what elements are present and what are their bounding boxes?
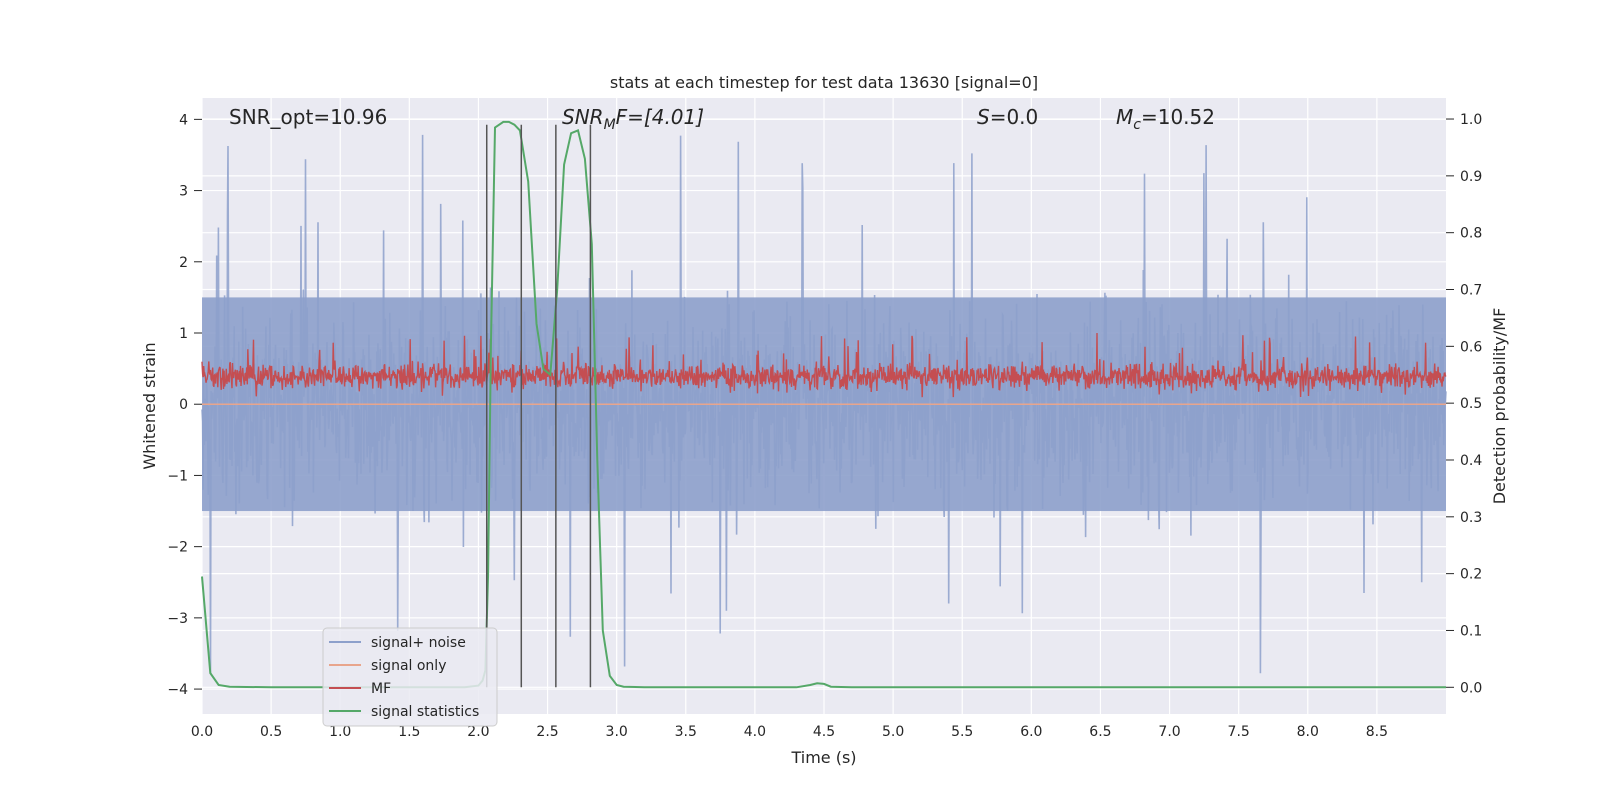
legend-label: signal statistics (371, 704, 479, 720)
y-tick-label: −2 (167, 540, 188, 556)
s-tail: =0.0 (990, 105, 1039, 129)
right-y-axis-label: Detection probability/MF (1490, 308, 1509, 505)
y-tick-label: 0 (179, 397, 188, 413)
right-y-axis-ticks: 0.0 0.1 0.2 0.3 0.4 0.5 0.6 0.7 0.8 0.9 1.0 (1446, 112, 1482, 696)
x-axis-label: Time (s) (790, 748, 856, 767)
annotation-snr-opt: SNR_opt=10.96 (229, 105, 387, 129)
x-tick-label: 7.0 (1158, 724, 1180, 740)
x-tick-label: 8.0 (1297, 724, 1319, 740)
right-y-tick-label: 0.8 (1460, 226, 1482, 242)
y-axis-ticks: −4 −3 −2 −1 0 1 2 3 4 (167, 112, 202, 698)
s-main: S (977, 105, 990, 129)
legend-label: signal only (371, 658, 446, 674)
right-y-tick-label: 0.6 (1460, 339, 1482, 355)
x-tick-label: 6.5 (1089, 724, 1111, 740)
x-tick-label: 4.5 (813, 724, 835, 740)
x-tick-label: 6.0 (1020, 724, 1042, 740)
right-y-tick-label: 0.2 (1460, 567, 1482, 583)
x-tick-label: 3.0 (606, 724, 628, 740)
x-tick-label: 2.5 (536, 724, 558, 740)
x-axis-ticks: 0.0 0.5 1.0 1.5 2.0 2.5 3.0 3.5 4.0 4.5 5.0 5.5 6.0 6… (191, 724, 1388, 740)
x-tick-label: 1.5 (398, 724, 420, 740)
y-tick-label: −4 (167, 682, 188, 698)
x-tick-label: 5.0 (882, 724, 904, 740)
snr-mf-sub: M (604, 117, 616, 133)
legend-box (322, 627, 498, 727)
legend: signal+ noise signal only MF signal statist… (322, 627, 498, 727)
right-y-tick-label: 0.7 (1460, 283, 1482, 299)
annotation-mc: Mc=10.52 (1116, 105, 1215, 133)
snr-mf-tail: F=[4.01] (616, 105, 704, 129)
mc-sub: c (1133, 117, 1141, 133)
x-tick-label: 4.0 (744, 724, 766, 740)
annotation-snr-mf: SNRMF=[4.01] (562, 105, 704, 133)
x-tick-label: 2.0 (467, 724, 489, 740)
legend-label: MF (371, 681, 391, 697)
y-tick-label: −3 (167, 611, 188, 627)
y-tick-label: 1 (179, 326, 188, 342)
x-tick-label: 0.0 (191, 724, 213, 740)
chart-title: stats at each timestep for test data 136… (610, 73, 1038, 92)
x-tick-label: 3.5 (675, 724, 697, 740)
y-tick-label: 4 (179, 112, 188, 128)
series-layer (201, 120, 1447, 689)
x-tick-label: 8.5 (1366, 724, 1388, 740)
annotation-s: S=0.0 (977, 105, 1038, 129)
y-tick-label: 3 (179, 184, 188, 200)
right-y-tick-label: 0.5 (1460, 396, 1482, 412)
right-y-tick-label: 0.1 (1460, 623, 1482, 639)
mc-tail: =10.52 (1141, 105, 1215, 129)
x-tick-label: 7.5 (1228, 724, 1250, 740)
legend-label: signal+ noise (371, 635, 466, 651)
x-tick-label: 1.0 (329, 724, 351, 740)
x-tick-label: 0.5 (260, 724, 282, 740)
right-y-tick-label: 1.0 (1460, 112, 1482, 128)
y-tick-label: −1 (167, 468, 188, 484)
snr-mf-main: SNR (562, 105, 604, 129)
right-y-tick-label: 0.3 (1460, 510, 1482, 526)
y-tick-label: 2 (179, 255, 188, 271)
series-mf (201, 332, 1447, 398)
right-y-tick-label: 0.9 (1460, 169, 1482, 185)
right-y-tick-label: 0.0 (1460, 680, 1482, 696)
y-axis-label: Whitened strain (140, 342, 159, 469)
x-tick-label: 5.5 (951, 724, 973, 740)
right-y-tick-label: 0.4 (1460, 453, 1482, 469)
vertical-markers (485, 124, 592, 688)
mc-main: M (1116, 105, 1133, 129)
